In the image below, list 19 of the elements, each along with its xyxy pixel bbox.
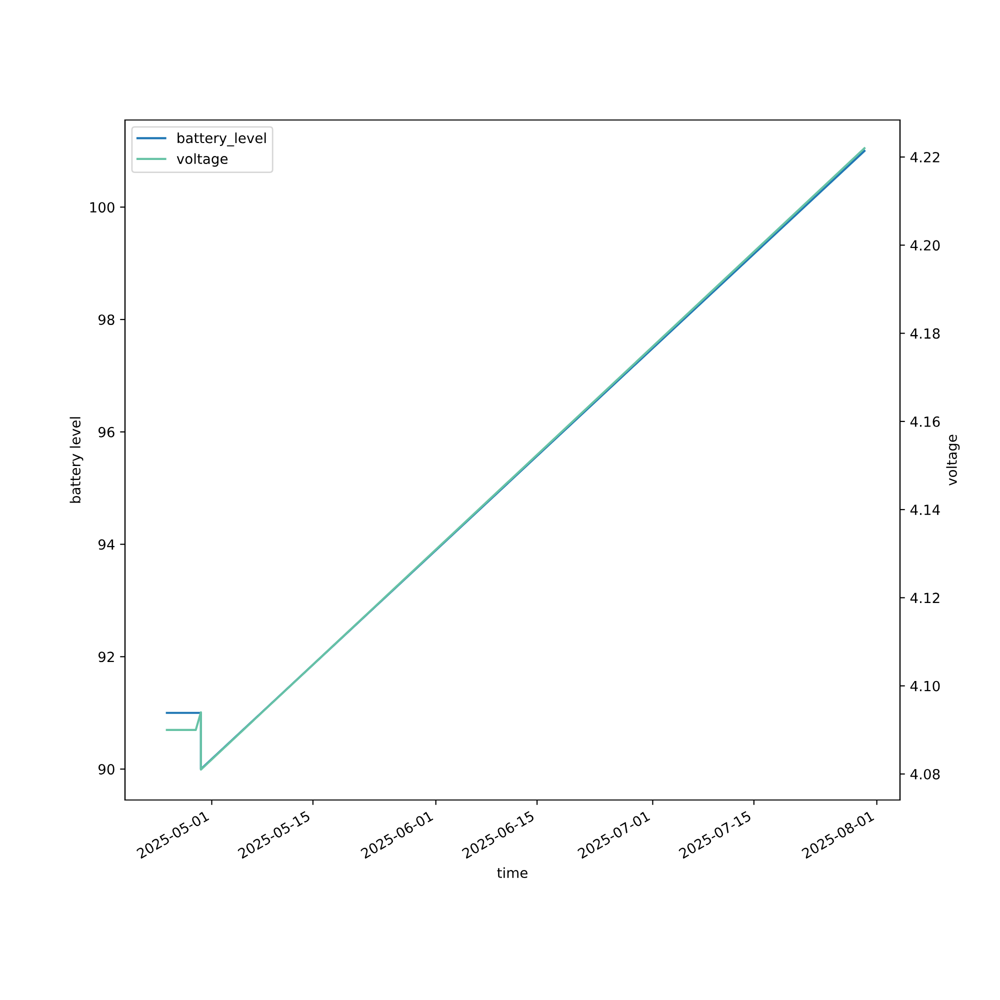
y-axis-title: battery level (70, 417, 84, 503)
y2-tick-label: 4.22 (910, 152, 940, 162)
y2-tick-label: 4.18 (910, 328, 940, 339)
y2-tick-label: 4.12 (910, 592, 940, 603)
y-tick-label: 94 (98, 539, 114, 550)
y2-axis-title: voltage (946, 434, 960, 486)
y-tick-label: 98 (98, 314, 114, 325)
y2-tick-label: 4.08 (910, 768, 940, 780)
legend-label: battery_level (178, 132, 266, 146)
legend-label: voltage (176, 153, 228, 167)
y-tick-label: 92 (98, 652, 114, 662)
y2-tick-label: 4.14 (910, 504, 940, 515)
y-tick-label: 90 (98, 764, 114, 775)
y2-tick-label: 4.10 (910, 680, 940, 692)
y-tick-label: 96 (98, 426, 114, 438)
y2-tick-label: 4.16 (910, 416, 940, 427)
x-axis-title: time (497, 867, 528, 878)
y2-tick-label: 4.20 (910, 240, 940, 251)
y-tick-label: 100 (90, 202, 114, 213)
